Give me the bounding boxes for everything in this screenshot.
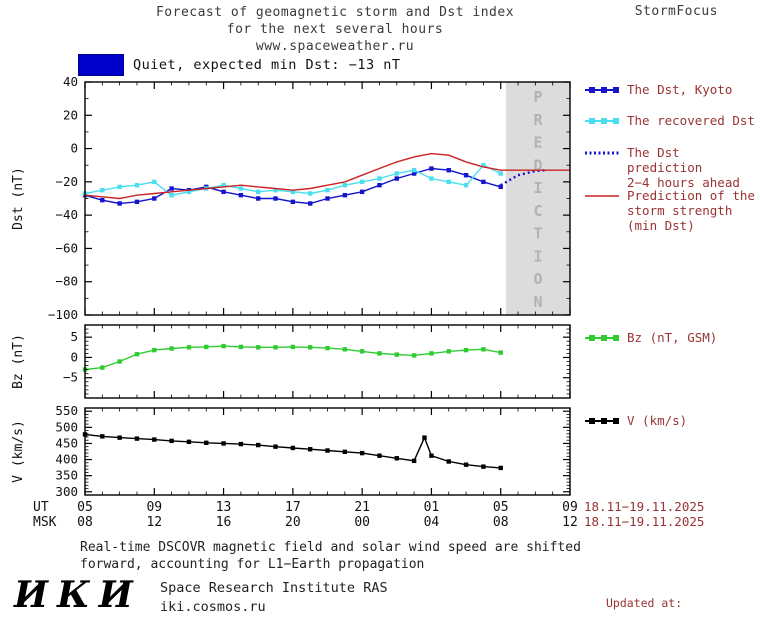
v-swatch-icon <box>584 415 620 427</box>
legend-item-bz: Bz (nT, GSM) <box>584 330 717 345</box>
svg-text:09: 09 <box>146 500 162 515</box>
svg-text:40: 40 <box>63 74 78 89</box>
note-line-2: forward, accounting for L1−Earth propaga… <box>80 557 425 572</box>
legend-item-v: V (km/s) <box>584 413 687 428</box>
propagation-note: Real-time DSCOVR magnetic field and sola… <box>80 539 581 573</box>
brand-label: StormFocus <box>634 4 718 19</box>
legend-label: V (km/s) <box>627 413 688 428</box>
legend-label: 2−4 hours ahead <box>627 175 740 190</box>
svg-text:T: T <box>533 225 542 243</box>
updated-label: Updated at: <box>606 596 683 610</box>
svg-text:20: 20 <box>63 107 78 122</box>
iki-logo: ИКИ <box>14 574 142 616</box>
status-row: Quiet, expected min Dst: −13 nT <box>78 54 400 76</box>
svg-text:05: 05 <box>493 500 509 515</box>
svg-text:13: 13 <box>216 500 232 515</box>
svg-text:08: 08 <box>77 515 93 530</box>
note-line-1: Real-time DSCOVR magnetic field and sola… <box>80 540 581 555</box>
svg-text:05: 05 <box>77 500 93 515</box>
svg-text:MSK: MSK <box>33 515 57 530</box>
svg-text:0: 0 <box>70 349 78 364</box>
legend-label: The Dst prediction <box>627 145 703 175</box>
svg-text:16: 16 <box>216 515 232 530</box>
svg-text:−80: −80 <box>55 274 78 289</box>
svg-text:V (km/s): V (km/s) <box>11 420 26 483</box>
page-title: Forecast of geomagnetic storm and Dst in… <box>75 4 595 55</box>
svg-text:20: 20 <box>285 515 301 530</box>
legend-label: Bz (nT, GSM) <box>627 330 718 345</box>
updated-block: Updated at: UT 05:05, 19.11.2025 MSK 08:… <box>606 566 751 620</box>
svg-text:300: 300 <box>55 484 78 499</box>
institute-name: Space Research Institute RAS <box>160 580 388 596</box>
svg-text:04: 04 <box>424 515 440 530</box>
title-line-1: Forecast of geomagnetic storm and Dst in… <box>155 5 515 20</box>
svg-text:400: 400 <box>55 452 78 467</box>
bz-swatch-icon <box>584 332 620 344</box>
quiet-level-swatch <box>78 54 124 76</box>
svg-text:Dst (nT): Dst (nT) <box>11 167 26 230</box>
legend-item-dst-kyoto: The Dst, Kyoto <box>584 82 732 97</box>
svg-text:0: 0 <box>70 141 78 156</box>
svg-text:I: I <box>533 247 542 265</box>
svg-text:O: O <box>533 270 542 288</box>
svg-text:−20: −20 <box>55 174 78 189</box>
svg-text:350: 350 <box>55 468 78 483</box>
legend-item-dst-prediction: The Dst prediction 2−4 hours ahead <box>584 145 760 190</box>
svg-text:D: D <box>533 156 542 174</box>
svg-text:17: 17 <box>285 500 301 515</box>
storm-strength-swatch-icon <box>584 190 620 202</box>
legend-item-recovered-dst: The recovered Dst <box>584 113 755 128</box>
dst-prediction-swatch-icon <box>584 147 620 159</box>
svg-text:01: 01 <box>424 500 440 515</box>
svg-text:−100: −100 <box>48 307 78 322</box>
svg-text:21: 21 <box>354 500 370 515</box>
svg-text:18.11−19.11.2025: 18.11−19.11.2025 <box>584 514 704 529</box>
svg-text:N: N <box>533 293 542 311</box>
legend-label: (min Dst) <box>627 218 695 233</box>
svg-text:12: 12 <box>146 515 162 530</box>
status-text: Quiet, expected min Dst: −13 nT <box>133 57 401 73</box>
svg-text:450: 450 <box>55 435 78 450</box>
svg-text:C: C <box>533 202 542 220</box>
svg-text:12: 12 <box>562 515 578 530</box>
svg-text:550: 550 <box>55 403 78 418</box>
svg-text:UT: UT <box>33 500 49 515</box>
svg-text:00: 00 <box>354 515 370 530</box>
svg-text:09: 09 <box>562 500 578 515</box>
svg-text:18.11−19.11.2025: 18.11−19.11.2025 <box>584 499 704 514</box>
legend-label: The recovered Dst <box>627 113 755 128</box>
svg-text:R: R <box>533 111 543 129</box>
legend-label: The Dst, Kyoto <box>627 82 733 97</box>
institute-block: Space Research Institute RAS iki.cosmos.… <box>160 579 388 617</box>
svg-text:Bz (nT): Bz (nT) <box>11 334 26 389</box>
svg-text:P: P <box>533 88 542 106</box>
legend-label: Prediction of the <box>627 188 755 203</box>
legend-label: storm strength <box>627 203 733 218</box>
svg-text:I: I <box>533 179 542 197</box>
svg-text:−40: −40 <box>55 207 78 222</box>
svg-text:−5: −5 <box>63 370 78 385</box>
legend-item-storm-strength: Prediction of the storm strength (min Ds… <box>584 188 755 233</box>
title-url: www.spaceweather.ru <box>255 39 415 54</box>
svg-text:500: 500 <box>55 419 78 434</box>
svg-text:5: 5 <box>70 329 78 344</box>
title-line-2: for the next several hours <box>226 22 444 37</box>
recovered-dst-swatch-icon <box>584 115 620 127</box>
svg-text:08: 08 <box>493 515 509 530</box>
dst-kyoto-swatch-icon <box>584 84 620 96</box>
svg-text:E: E <box>533 134 542 152</box>
svg-text:−60: −60 <box>55 240 78 255</box>
institute-site: iki.cosmos.ru <box>160 599 266 615</box>
